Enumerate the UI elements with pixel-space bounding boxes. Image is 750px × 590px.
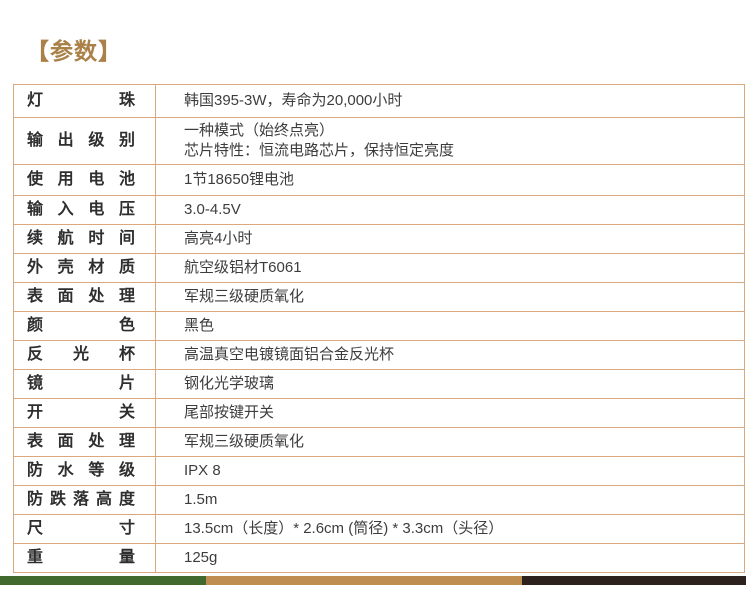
spec-value: 尾部按键开关 (184, 404, 275, 421)
spec-row-reflector: 反光杯 高温真空电镀镜面铝合金反光杯 (14, 341, 744, 370)
spec-row-body-material: 外壳材质 航空级铝材T6061 (14, 254, 744, 283)
spec-value-cell: 钢化光学玻璃 (156, 370, 744, 398)
spec-row-battery: 使用电池 1节18650锂电池 (14, 165, 744, 196)
spec-value: 13.5cm（长度）* 2.6cm (筒径) * 3.3cm（头径） (184, 520, 504, 537)
spec-value: 韩国395-3W，寿命为20,000小时 (184, 92, 403, 109)
spec-value-cell: 125g (156, 544, 744, 572)
spec-value-cell: 黑色 (156, 312, 744, 340)
spec-value-cell: 航空级铝材T6061 (156, 254, 744, 282)
spec-row-led: 灯珠 韩国395-3W，寿命为20,000小时 (14, 85, 744, 118)
spec-label: 开关 (27, 404, 135, 421)
spec-label-cell: 防水等级 (14, 457, 156, 485)
spec-label: 表面处理 (27, 288, 135, 305)
spec-value: 航空级铝材T6061 (184, 259, 302, 276)
spec-value: 3.0-4.5V (184, 201, 241, 218)
spec-label-cell: 输入电压 (14, 196, 156, 224)
spec-label-cell: 外壳材质 (14, 254, 156, 282)
spec-row-lens: 镜片 钢化光学玻璃 (14, 370, 744, 399)
spec-label-cell: 表面处理 (14, 428, 156, 456)
footer-bar-tan-segment (206, 576, 522, 585)
spec-value-cell: 一种模式（始终点亮） 芯片特性：恒流电路芯片，保持恒定亮度 (156, 118, 744, 164)
spec-value: 高温真空电镀镜面铝合金反光杯 (184, 346, 395, 363)
spec-label-cell: 使用电池 (14, 165, 156, 195)
spec-row-surface-finish-1: 表面处理 军规三级硬质氧化 (14, 283, 744, 312)
spec-value: 军规三级硬质氧化 (184, 433, 305, 450)
spec-table: 灯珠 韩国395-3W，寿命为20,000小时 输出级别 一种模式（始终点亮） … (13, 84, 745, 573)
spec-label-cell: 镜片 (14, 370, 156, 398)
footer-decoration-bar (0, 576, 746, 585)
spec-value-cell: 韩国395-3W，寿命为20,000小时 (156, 85, 744, 117)
spec-label: 灯珠 (27, 92, 135, 109)
spec-value: 钢化光学玻璃 (184, 375, 275, 392)
spec-label-cell: 反光杯 (14, 341, 156, 369)
spec-row-input-voltage: 输入电压 3.0-4.5V (14, 196, 744, 225)
spec-value-cell: 高温真空电镀镜面铝合金反光杯 (156, 341, 744, 369)
spec-label-cell: 输出级别 (14, 118, 156, 164)
spec-row-dimensions: 尺寸 13.5cm（长度）* 2.6cm (筒径) * 3.3cm（头径） (14, 515, 744, 544)
spec-label: 输出级别 (27, 132, 135, 149)
spec-label: 使用电池 (27, 171, 135, 188)
page-title: 【参数】 (26, 38, 122, 64)
spec-value: 125g (184, 549, 218, 566)
footer-bar-dark-segment (522, 576, 746, 585)
spec-value-cell: 尾部按键开关 (156, 399, 744, 427)
spec-label: 防跌落高度 (27, 491, 135, 508)
spec-value: 高亮4小时 (184, 230, 253, 247)
spec-value: IPX 8 (184, 462, 221, 479)
spec-label: 重量 (27, 549, 135, 566)
spec-label: 外壳材质 (27, 259, 135, 276)
spec-value-cell: 军规三级硬质氧化 (156, 428, 744, 456)
spec-label: 续航时间 (27, 230, 135, 247)
spec-row-drop-resistance: 防跌落高度 1.5m (14, 486, 744, 515)
spec-row-weight: 重量 125g (14, 544, 744, 572)
spec-row-surface-finish-2: 表面处理 军规三级硬质氧化 (14, 428, 744, 457)
spec-row-switch: 开关 尾部按键开关 (14, 399, 744, 428)
spec-value-cell: 13.5cm（长度）* 2.6cm (筒径) * 3.3cm（头径） (156, 515, 744, 543)
spec-label-cell: 开关 (14, 399, 156, 427)
footer-bar-green-segment (0, 576, 206, 585)
spec-label: 尺寸 (27, 520, 135, 537)
spec-row-color: 颜色 黑色 (14, 312, 744, 341)
spec-label-cell: 续航时间 (14, 225, 156, 253)
spec-label-cell: 表面处理 (14, 283, 156, 311)
spec-value-cell: 1节18650锂电池 (156, 165, 744, 195)
spec-value: 军规三级硬质氧化 (184, 288, 305, 305)
spec-value-cell: 高亮4小时 (156, 225, 744, 253)
spec-row-waterproof-rating: 防水等级 IPX 8 (14, 457, 744, 486)
spec-value: 黑色 (184, 317, 215, 334)
spec-value: 一种模式（始终点亮） 芯片特性：恒流电路芯片，保持恒定亮度 (184, 122, 455, 159)
spec-value-cell: 3.0-4.5V (156, 196, 744, 224)
spec-label: 颜色 (27, 317, 135, 334)
spec-label-cell: 颜色 (14, 312, 156, 340)
spec-value-cell: 军规三级硬质氧化 (156, 283, 744, 311)
spec-value: 1.5m (184, 491, 218, 508)
spec-label: 输入电压 (27, 201, 135, 218)
spec-label: 镜片 (27, 375, 135, 392)
spec-label-cell: 尺寸 (14, 515, 156, 543)
spec-value: 1节18650锂电池 (184, 171, 295, 188)
spec-row-output-mode: 输出级别 一种模式（始终点亮） 芯片特性：恒流电路芯片，保持恒定亮度 (14, 118, 744, 165)
spec-value-cell: IPX 8 (156, 457, 744, 485)
spec-value-cell: 1.5m (156, 486, 744, 514)
spec-label: 表面处理 (27, 433, 135, 450)
spec-label-cell: 灯珠 (14, 85, 156, 117)
spec-label: 防水等级 (27, 462, 135, 479)
spec-label: 反光杯 (27, 346, 135, 363)
spec-row-runtime: 续航时间 高亮4小时 (14, 225, 744, 254)
spec-label-cell: 重量 (14, 544, 156, 572)
spec-label-cell: 防跌落高度 (14, 486, 156, 514)
